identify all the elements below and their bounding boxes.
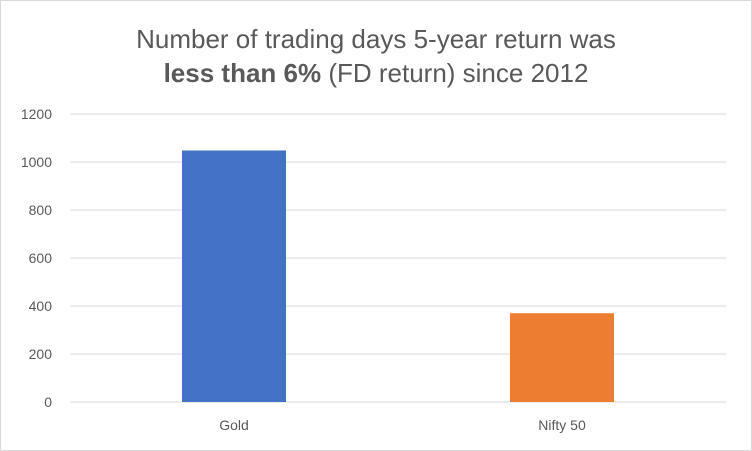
x-tick-label: Nifty 50 <box>538 417 586 433</box>
y-tick-label: 0 <box>44 394 52 410</box>
y-tick-label: 800 <box>29 202 53 218</box>
title-bold-part: less than 6% <box>163 58 322 88</box>
y-tick-label: 1000 <box>21 154 52 170</box>
y-tick-label: 600 <box>29 250 53 266</box>
title-rest-part: (FD return) since 2012 <box>321 58 589 88</box>
y-tick-label: 400 <box>29 298 53 314</box>
y-axis-labels: 0 200 400 600 800 1000 1200 <box>21 106 52 410</box>
title-line-1: Number of trading days 5-year return was <box>136 24 616 54</box>
y-tick-label: 200 <box>29 346 53 362</box>
title-line-2: less than 6% (FD return) since 2012 <box>0 56 752 90</box>
y-tick-label: 1200 <box>21 106 52 122</box>
bars <box>182 150 614 402</box>
bar-nifty-50 <box>510 313 614 402</box>
chart-title: Number of trading days 5-year return was… <box>0 22 752 90</box>
x-tick-label: Gold <box>219 417 249 433</box>
bar-gold <box>182 150 286 402</box>
x-axis-labels: Gold Nifty 50 <box>219 417 586 433</box>
gridlines <box>70 113 726 403</box>
